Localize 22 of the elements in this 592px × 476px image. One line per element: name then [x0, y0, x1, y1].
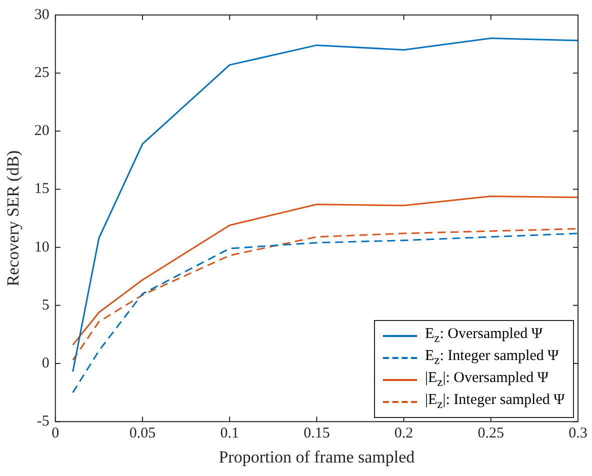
legend-label: |E$_{z}$|: Oversampled Ψ	[425, 370, 548, 390]
y-tick-label: 25	[34, 65, 50, 82]
y-tick-label: 5	[42, 297, 50, 314]
y-tick-label: 0	[42, 355, 50, 372]
line-series	[72, 232, 578, 394]
y-tick-label: 20	[34, 123, 50, 140]
y-tick-label: 10	[34, 239, 50, 256]
x-tick-label: 0.05	[129, 426, 156, 442]
x-tick-label: 0.15	[304, 426, 330, 442]
y-tick-label: 15	[34, 181, 50, 198]
x-tick-label: 0.1	[220, 426, 239, 442]
legend-label: E$_{z}$: Oversampled Ψ	[425, 326, 542, 346]
legend-label: |E$_{z}$|: Integer sampled Ψ	[425, 392, 565, 412]
y-tick-label: 30	[34, 6, 50, 23]
y-axis-title: Recovery SER (dB)	[4, 150, 23, 286]
x-tick-label: 0.25	[478, 426, 504, 442]
x-tick-label: 0	[52, 426, 60, 442]
x-tick-label: 0.2	[394, 426, 414, 442]
x-tick-label: 0.3	[568, 426, 588, 442]
y-tick-label: -5	[36, 414, 50, 430]
x-axis-title: Proportion of frame sampled	[218, 447, 416, 466]
legend-label: E$_{z}$: Integer sampled Ψ	[425, 348, 559, 368]
